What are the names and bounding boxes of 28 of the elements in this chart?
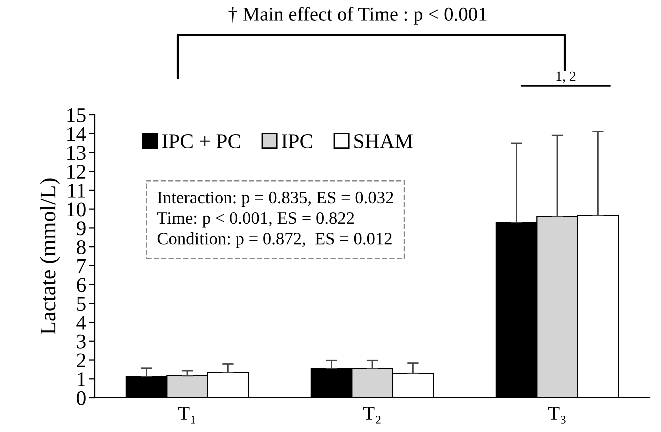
text: † Main effect of Time : p < 0.001 (228, 7, 487, 25)
y-tick-label: 15 (68, 108, 86, 122)
y-tick-label: 13 (68, 146, 86, 160)
legend-label: SHAM (354, 134, 413, 149)
y-tick-label: 5 (77, 297, 86, 312)
y-tick-label: 0 (77, 391, 86, 406)
y-tick-label: 7 (78, 260, 86, 274)
y-tick-label: 14 (68, 127, 86, 142)
y-tick-label: 4 (76, 316, 86, 330)
y-tick-label: 8 (77, 240, 86, 254)
text: 1, 2 (556, 72, 576, 84)
y-tick-label: 2 (77, 354, 86, 368)
y-tick-label: 10 (68, 202, 86, 217)
y-tick-label: 6 (77, 278, 86, 292)
x-tick-label: T₂ (364, 407, 381, 424)
legend-label: IPC + PC (162, 134, 241, 149)
y-axis-title: Lactate (mmol/L) (40, 178, 60, 335)
y-tick-label: 9 (76, 222, 86, 236)
y-tick-label: 12 (68, 165, 86, 179)
x-tick-label: T₃ (548, 407, 566, 424)
y-tick-label: 11 (68, 184, 86, 198)
annotation: Interaction: p = 0.835, ES = 0.032 (158, 192, 394, 208)
y-tick-label: 3 (77, 334, 86, 349)
annotation: Condition: p = 0.872, ES = 0.012 (158, 232, 392, 248)
annotation: Time: p < 0.001, ES = 0.822 (157, 212, 354, 228)
y-tick-label: 1 (78, 372, 86, 386)
legend-label: IPC (282, 134, 313, 149)
x-tick-label: T₁ (178, 407, 196, 424)
